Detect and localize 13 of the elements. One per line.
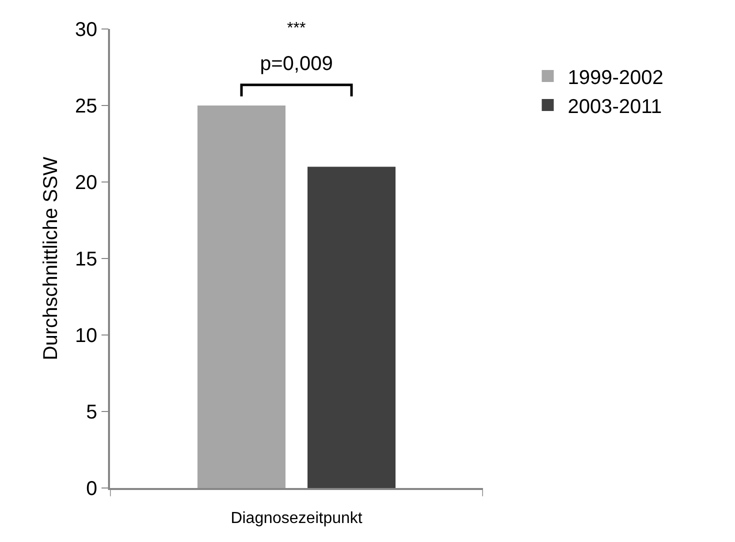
y-tick-label: 20 <box>75 172 98 194</box>
legend-label: 2003-2011 <box>568 96 662 118</box>
y-tick-label: 30 <box>75 19 98 41</box>
y-tick-label: 0 <box>86 478 98 500</box>
y-tick-label: 5 <box>86 402 98 424</box>
y-axis-title: Durchschnittliche SSW <box>40 156 62 360</box>
annotation: p=0,009 <box>260 53 333 75</box>
y-tick-label: 10 <box>75 325 98 347</box>
x-tick-label: Diagnosezeitpunkt <box>230 510 363 527</box>
y-tick-label: 15 <box>75 248 98 270</box>
y-tick-label: 25 <box>75 96 98 118</box>
legend-label: 1999-2002 <box>568 66 664 89</box>
annotation: *** <box>287 20 306 37</box>
